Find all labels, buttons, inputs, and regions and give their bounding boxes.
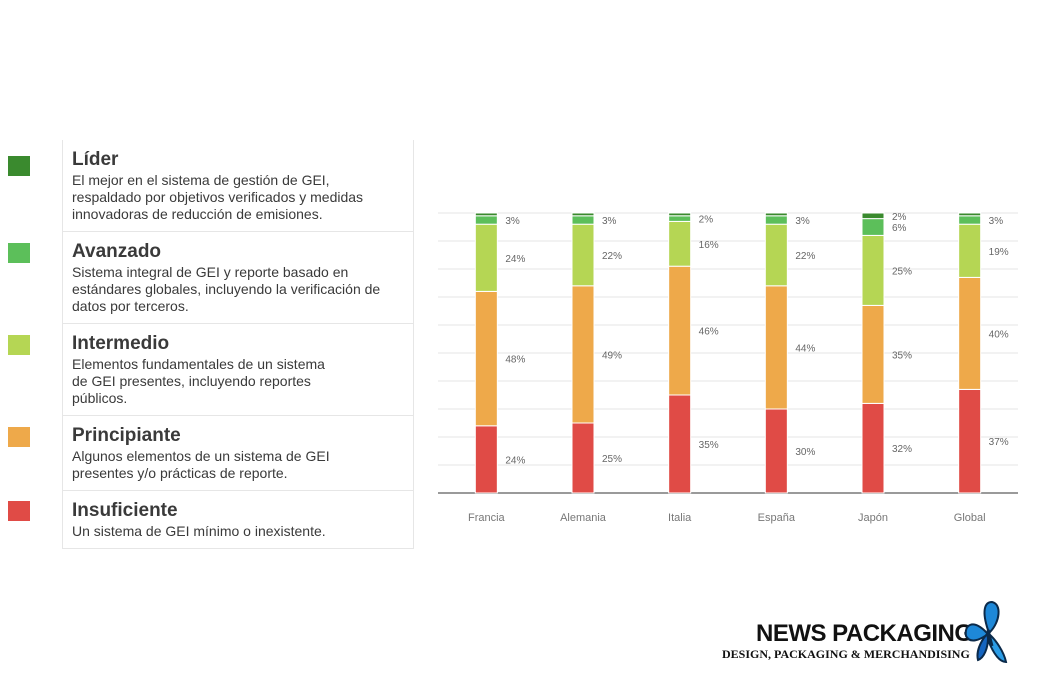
legend-title: Intermedio xyxy=(72,333,170,354)
bar-segment-avanzado xyxy=(958,215,982,225)
bar-segment-avanzado xyxy=(861,218,885,236)
bar-segment-intermedio xyxy=(764,223,788,287)
data-label: 19% xyxy=(989,247,1009,258)
butterfly-icon xyxy=(964,600,1008,664)
bar-segment-insuficiente xyxy=(861,402,885,494)
legend-item-avanzado: Avanzado Sistema integral de GEI y repor… xyxy=(0,232,414,324)
data-label: 35% xyxy=(699,440,719,451)
legend-title: Avanzado xyxy=(72,241,162,262)
legend-swatch xyxy=(8,427,30,447)
data-label: 3% xyxy=(989,216,1004,227)
data-label: 22% xyxy=(795,251,815,262)
bar-segment-líder xyxy=(764,212,788,217)
bar-segment-insuficiente xyxy=(571,422,595,494)
bar-segment-avanzado xyxy=(474,215,498,225)
x-tick-label: Global xyxy=(954,512,986,524)
stacked-bar-chart: 24% 48% 24% 3% Francia 25% 49% 22% 3% Alemania 35%… xyxy=(438,212,1018,524)
legend-desc: Un sistema de GEI mínimo o inexistente. xyxy=(72,523,326,539)
data-label: 46% xyxy=(699,327,719,338)
data-label: 16% xyxy=(699,240,719,251)
x-tick-label: España xyxy=(758,512,796,524)
legend-item-insuficiente: Insuficiente Un sistema de GEI mínimo o … xyxy=(0,491,414,549)
data-label: 49% xyxy=(602,350,622,361)
legend-swatch xyxy=(8,501,30,521)
legend-item-lider: Líder El mejor en el sistema de gestión … xyxy=(0,140,414,232)
news-packaging-logo: NEWS PACKAGING DESIGN, PACKAGING & MERCH… xyxy=(720,600,1020,670)
data-label: 24% xyxy=(505,254,525,265)
bar-segment-líder xyxy=(571,212,595,217)
bar-segment-avanzado xyxy=(571,215,595,225)
data-label: 44% xyxy=(795,343,815,354)
bar-segment-líder xyxy=(958,212,982,217)
legend-item-intermedio: Intermedio Elementos fundamentales de un… xyxy=(0,324,414,416)
bar-segment-insuficiente xyxy=(474,425,498,494)
bar-segment-insuficiente xyxy=(668,394,692,494)
bar-segment-líder xyxy=(474,212,498,217)
legend-title: Insuficiente xyxy=(72,500,178,521)
legend-desc: El mejor en el sistema de gestión de GEI… xyxy=(72,172,364,222)
data-label: 24% xyxy=(505,455,525,466)
bar-segment-principiante xyxy=(764,285,788,410)
bar-segment-intermedio xyxy=(861,234,885,306)
bar-segment-insuficiente xyxy=(764,408,788,494)
bar-segment-principiante xyxy=(861,304,885,404)
legend-desc: Algunos elementos de un sistema de GEI p… xyxy=(72,448,330,481)
bar-segment-intermedio xyxy=(571,223,595,287)
bar-segment-avanzado xyxy=(668,215,692,222)
legend-swatch xyxy=(8,243,30,263)
bar-segment-principiante xyxy=(958,276,982,390)
data-label: 32% xyxy=(892,444,912,455)
legend-swatch xyxy=(8,335,30,355)
bar-segment-líder xyxy=(861,212,885,220)
x-tick-label: Alemania xyxy=(560,512,607,524)
data-label: 25% xyxy=(892,266,912,277)
data-label: 35% xyxy=(892,350,912,361)
data-label: 3% xyxy=(505,216,520,227)
legend-title: Líder xyxy=(72,149,119,170)
legend-desc: Elementos fundamentales de un sistema de… xyxy=(72,356,325,406)
bar-segment-intermedio xyxy=(958,223,982,278)
legend-item-principiante: Principiante Algunos elementos de un sis… xyxy=(0,416,414,491)
data-label: 2% xyxy=(699,215,714,226)
data-label: 3% xyxy=(602,216,617,227)
bar-segment-principiante xyxy=(571,285,595,424)
legend-desc: Sistema integral de GEI y reporte basado… xyxy=(72,264,381,314)
logo-subtitle: DESIGN, PACKAGING & MERCHANDISING xyxy=(722,647,970,661)
data-label: 22% xyxy=(602,251,622,262)
data-label: 37% xyxy=(989,437,1009,448)
bar-segment-insuficiente xyxy=(958,388,982,494)
legend-swatch xyxy=(8,156,30,176)
bar-segment-principiante xyxy=(668,265,692,396)
data-label: 3% xyxy=(795,216,810,227)
x-tick-label: Francia xyxy=(468,512,506,524)
bar-segment-avanzado xyxy=(764,215,788,225)
bar-segment-líder xyxy=(668,212,692,217)
bar-segment-principiante xyxy=(474,290,498,427)
data-label: 2% xyxy=(892,212,907,223)
data-label: 48% xyxy=(505,355,525,366)
logo-title: NEWS PACKAGING xyxy=(756,620,973,647)
legend-title: Principiante xyxy=(72,425,181,446)
data-label: 6% xyxy=(892,223,907,234)
bar-segment-intermedio xyxy=(474,223,498,292)
bar-segment-intermedio xyxy=(668,220,692,267)
data-label: 25% xyxy=(602,454,622,465)
data-label: 40% xyxy=(989,329,1009,340)
x-tick-label: Japón xyxy=(858,512,888,524)
data-label: 30% xyxy=(795,447,815,458)
x-tick-label: Italia xyxy=(668,512,692,524)
